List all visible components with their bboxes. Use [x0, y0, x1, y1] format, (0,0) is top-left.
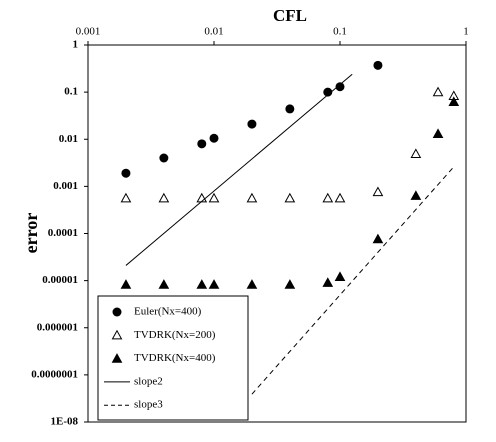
- data-point: [246, 192, 258, 203]
- legend-label: slope2: [134, 375, 163, 387]
- trend-line: [125, 73, 353, 266]
- y-tick-label: 0.00001: [42, 274, 78, 286]
- data-point: [196, 192, 208, 203]
- data-point: [246, 279, 258, 289]
- data-point: [372, 233, 384, 244]
- data-point: [208, 192, 220, 203]
- data-point: [121, 168, 131, 178]
- legend-label: slope3: [134, 399, 163, 411]
- trend-line: [251, 166, 455, 395]
- data-point: [284, 192, 296, 203]
- data-point: [448, 96, 460, 107]
- x-tick-label: 1: [463, 26, 469, 38]
- data-point: [247, 119, 257, 129]
- data-point: [334, 192, 346, 203]
- y-tick-label: 0.0000001: [31, 368, 78, 380]
- data-point: [159, 153, 169, 163]
- data-point: [334, 271, 346, 281]
- data-point: [322, 277, 334, 287]
- data-point: [322, 192, 334, 203]
- data-point: [285, 104, 295, 114]
- legend-marker: [112, 307, 122, 317]
- data-point: [410, 190, 422, 200]
- data-point: [197, 139, 207, 149]
- data-point: [284, 279, 296, 289]
- data-point: [373, 60, 383, 70]
- y-tick-label: 0.01: [59, 133, 78, 145]
- legend-label: TVDRK(Nx=400): [134, 352, 216, 364]
- data-point: [323, 87, 333, 97]
- y-tick-label: 0.1: [64, 86, 78, 98]
- x-tick-label: 0.001: [76, 26, 101, 38]
- x-tick-label: 0.1: [333, 26, 347, 38]
- data-point: [432, 86, 444, 97]
- y-tick-label: 1E-08: [51, 416, 79, 428]
- legend-marker: [111, 329, 123, 340]
- y-tick-label: 0.0001: [48, 227, 78, 239]
- data-point: [432, 128, 444, 138]
- y-tick-label: 0.001: [53, 180, 78, 192]
- data-point: [410, 148, 422, 158]
- data-point: [120, 192, 132, 203]
- y-tick-label: 0.000001: [37, 321, 78, 333]
- y-axis-title: error: [21, 213, 41, 254]
- legend-marker: [111, 353, 123, 363]
- legend-label: Euler(Nx=400): [134, 306, 202, 318]
- data-point: [196, 279, 208, 289]
- data-point: [158, 279, 170, 289]
- x-tick-label: 0.01: [204, 26, 223, 38]
- x-axis-title: CFL: [273, 6, 307, 25]
- data-point: [208, 279, 220, 289]
- data-point: [335, 82, 345, 92]
- data-point: [158, 192, 170, 203]
- data-point: [120, 279, 132, 289]
- data-point: [372, 186, 384, 197]
- legend-label: TVDRK(Nx=200): [134, 329, 216, 341]
- y-tick-label: 1: [73, 39, 79, 51]
- legend-box: [97, 295, 249, 421]
- data-point: [209, 133, 219, 143]
